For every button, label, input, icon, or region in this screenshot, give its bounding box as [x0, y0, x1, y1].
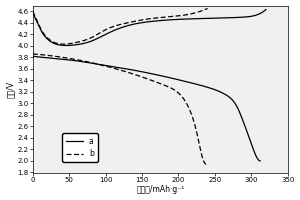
X-axis label: 比容量/mAh·g⁻¹: 比容量/mAh·g⁻¹ — [136, 185, 184, 194]
Legend: a, b: a, b — [62, 133, 98, 162]
Y-axis label: 电压/V: 电压/V — [6, 80, 15, 98]
